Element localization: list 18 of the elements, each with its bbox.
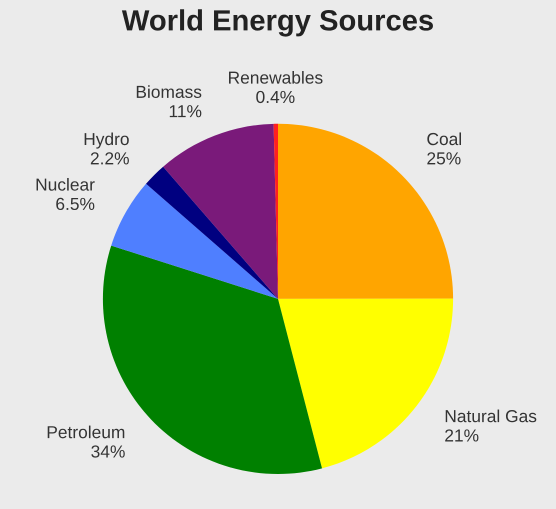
data-label: 25% xyxy=(427,152,461,165)
data-label: 34% xyxy=(91,445,125,458)
slice-label: Renewables xyxy=(229,71,323,84)
data-label: 0.4% xyxy=(256,90,295,104)
slice-label: Natural Gas xyxy=(446,410,536,422)
chart-title: World Energy Sources xyxy=(122,9,433,37)
data-label: 6.5% xyxy=(56,198,94,210)
slice-label: Coal xyxy=(427,132,461,146)
slice-label: Petroleum xyxy=(48,426,124,438)
data-label: 2.2% xyxy=(90,152,129,164)
pie-slice xyxy=(163,124,278,299)
data-label: 11% xyxy=(170,105,202,118)
slice-label: Nuclear xyxy=(36,178,95,191)
pie-slice xyxy=(146,166,278,299)
slice-label: Hydro xyxy=(84,132,129,149)
slice-label: Biomass xyxy=(136,85,202,98)
pie-slice xyxy=(111,184,278,299)
data-label: 21% xyxy=(445,429,478,442)
